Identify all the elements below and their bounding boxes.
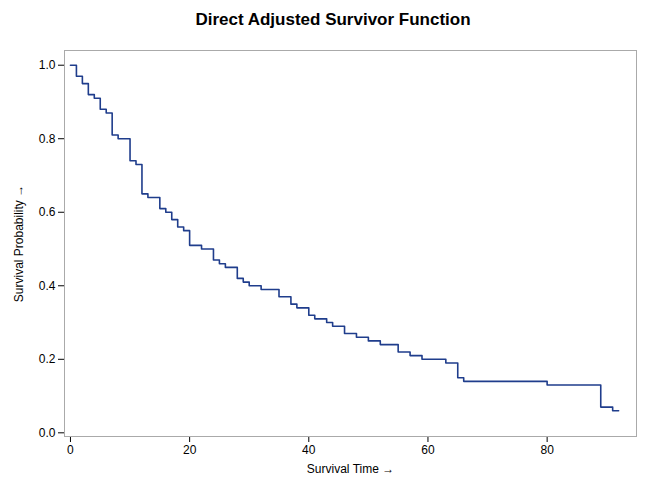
- svg-text:60: 60: [421, 443, 435, 457]
- svg-text:0.0: 0.0: [39, 426, 56, 440]
- svg-text:1.0: 1.0: [39, 58, 56, 72]
- html-text:Direct Adjusted Survivor Funct: Direct Adjusted Survivor Function: [195, 10, 471, 29]
- svg-text:0.6: 0.6: [39, 205, 56, 219]
- svg-text:40: 40: [302, 443, 316, 457]
- svg-text:80: 80: [540, 443, 554, 457]
- svg-text:20: 20: [183, 443, 197, 457]
- svg-text:Survival Time →: Survival Time →: [307, 462, 394, 476]
- svg-text:0: 0: [67, 443, 74, 457]
- svg-text:0.2: 0.2: [39, 352, 56, 366]
- svg-text:0.8: 0.8: [39, 132, 56, 146]
- svg-text:Survival Probability →: Survival Probability →: [12, 185, 26, 302]
- svg-text:0.4: 0.4: [39, 279, 56, 293]
